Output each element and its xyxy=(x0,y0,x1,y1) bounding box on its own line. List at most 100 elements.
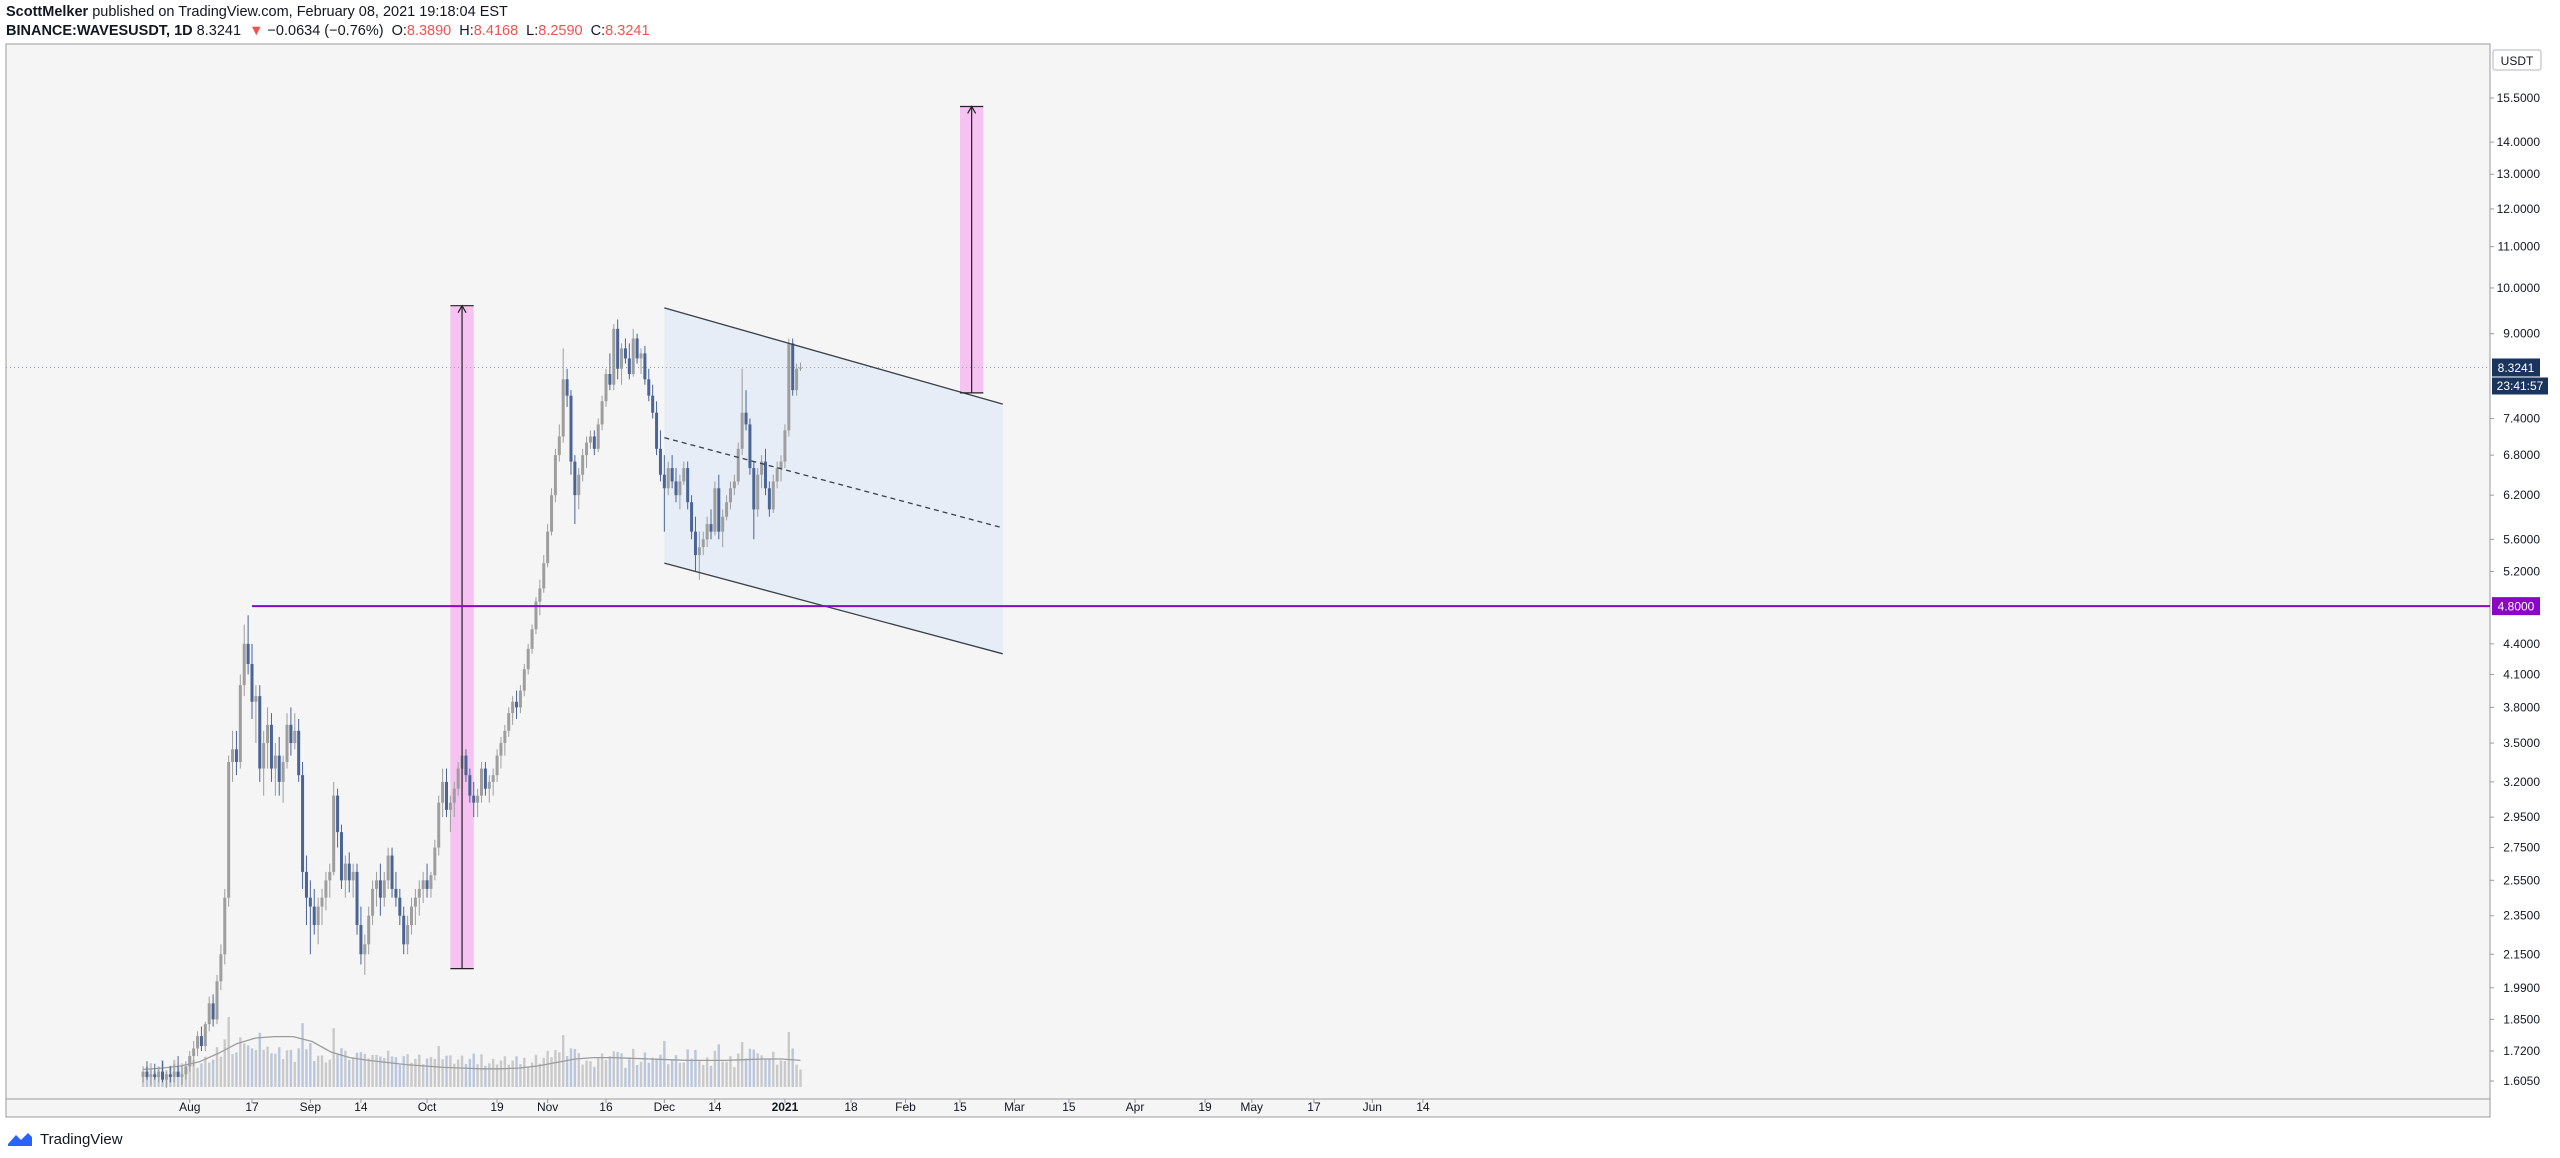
candle-body[interactable] xyxy=(620,348,624,369)
candle-body[interactable] xyxy=(417,888,421,898)
plot-area[interactable] xyxy=(5,43,2491,1118)
candle-body[interactable] xyxy=(748,424,752,469)
candle-body[interactable] xyxy=(693,531,697,556)
candle-body[interactable] xyxy=(647,379,651,396)
candle-body[interactable] xyxy=(281,762,285,782)
candle-body[interactable] xyxy=(557,436,561,456)
candle-body[interactable] xyxy=(658,448,662,475)
candle-body[interactable] xyxy=(413,897,417,907)
candle-body[interactable] xyxy=(542,563,546,589)
candle-body[interactable] xyxy=(464,755,468,776)
candle-body[interactable] xyxy=(266,724,270,744)
candle-body[interactable] xyxy=(623,348,627,359)
candle-body[interactable] xyxy=(371,888,375,916)
candle-body[interactable] xyxy=(203,1024,207,1046)
candle-body[interactable] xyxy=(433,847,437,876)
candle-body[interactable] xyxy=(546,531,550,564)
channel-mid-line[interactable] xyxy=(664,437,1003,529)
candle-body[interactable] xyxy=(604,373,608,402)
candle-body[interactable] xyxy=(534,601,538,630)
channel-lower-line[interactable] xyxy=(664,562,1003,655)
candle-body[interactable] xyxy=(522,669,526,691)
candle-body[interactable] xyxy=(662,474,666,489)
candle-body[interactable] xyxy=(713,488,717,532)
candle-body[interactable] xyxy=(211,1003,215,1020)
candle-body[interactable] xyxy=(437,802,441,848)
candle-body[interactable] xyxy=(254,696,258,702)
candle-body[interactable] xyxy=(351,871,355,881)
candle-body[interactable] xyxy=(553,455,557,496)
candle-body[interactable] xyxy=(756,474,760,510)
candle-body[interactable] xyxy=(328,871,332,881)
candle-body[interactable] xyxy=(798,367,802,369)
candle-body[interactable] xyxy=(285,724,289,763)
candle-body[interactable] xyxy=(639,353,643,359)
candle-body[interactable] xyxy=(569,395,573,462)
candle-body[interactable] xyxy=(631,338,635,374)
candle-body[interactable] xyxy=(316,906,320,926)
candle-body[interactable] xyxy=(343,863,347,881)
candle-body[interactable] xyxy=(199,1036,203,1046)
candle-body[interactable] xyxy=(495,755,499,776)
candle-body[interactable] xyxy=(678,481,682,496)
candle-body[interactable] xyxy=(176,1071,180,1077)
price-chart[interactable]: 15.5000 14.0000 13.0000 12.0000 11.0000 10.00… xyxy=(0,0,2560,1126)
candle-body[interactable] xyxy=(666,468,670,489)
candle-body[interactable] xyxy=(378,880,382,898)
candle-body[interactable] xyxy=(577,474,581,496)
candle-body[interactable] xyxy=(250,664,254,702)
candle-body[interactable] xyxy=(483,768,487,789)
candle-body[interactable] xyxy=(472,795,476,803)
candle-body[interactable] xyxy=(752,468,756,510)
currency-badge[interactable] xyxy=(2492,49,2542,71)
candle-body[interactable] xyxy=(686,468,690,503)
candle-body[interactable] xyxy=(161,1071,165,1080)
candle-body[interactable] xyxy=(779,461,783,469)
candle-body[interactable] xyxy=(339,832,343,881)
candle-body[interactable] xyxy=(184,1066,188,1075)
candle-body[interactable] xyxy=(301,775,305,872)
candle-body[interactable] xyxy=(736,448,740,482)
candle-body[interactable] xyxy=(697,547,701,556)
author-name[interactable]: ScottMelker xyxy=(6,4,89,20)
candle-body[interactable] xyxy=(192,1048,196,1057)
candle-body[interactable] xyxy=(409,906,413,926)
candle-body[interactable] xyxy=(499,743,503,756)
candle-body[interactable] xyxy=(732,481,736,489)
candle-body[interactable] xyxy=(487,781,491,789)
candle-body[interactable] xyxy=(448,802,452,810)
candle-body[interactable] xyxy=(740,412,744,449)
candle-body[interactable] xyxy=(767,488,771,510)
candle-body[interactable] xyxy=(721,516,725,532)
candle-body[interactable] xyxy=(234,749,238,763)
candle-body[interactable] xyxy=(196,1036,200,1049)
candle-body[interactable] xyxy=(760,461,764,475)
channel-upper-line[interactable] xyxy=(664,307,1003,405)
candle-body[interactable] xyxy=(791,343,795,391)
candle-body[interactable] xyxy=(701,539,705,548)
candle-body[interactable] xyxy=(429,875,433,889)
candle-body[interactable] xyxy=(608,373,612,385)
candle-body[interactable] xyxy=(312,906,316,926)
candle-body[interactable] xyxy=(612,328,616,385)
candle-body[interactable] xyxy=(304,871,308,898)
candle-body[interactable] xyxy=(511,701,515,714)
candle-body[interactable] xyxy=(627,358,631,374)
candle-body[interactable] xyxy=(530,629,534,649)
candle-body[interactable] xyxy=(242,643,246,686)
candle-body[interactable] xyxy=(561,379,565,437)
candle-body[interactable] xyxy=(783,430,787,462)
candle-body[interactable] xyxy=(308,897,312,907)
candle-body[interactable] xyxy=(149,1074,153,1077)
candle-body[interactable] xyxy=(670,468,674,482)
candle-body[interactable] xyxy=(651,395,655,413)
descending-channel[interactable] xyxy=(664,307,1003,654)
candle-body[interactable] xyxy=(207,1003,211,1025)
candle-body[interactable] xyxy=(227,762,231,898)
candle-body[interactable] xyxy=(795,368,799,391)
candle-body[interactable] xyxy=(491,775,495,782)
candle-body[interactable] xyxy=(141,1071,145,1077)
candle-body[interactable] xyxy=(180,1074,184,1077)
candle-body[interactable] xyxy=(258,696,262,769)
candle-body[interactable] xyxy=(324,880,328,898)
